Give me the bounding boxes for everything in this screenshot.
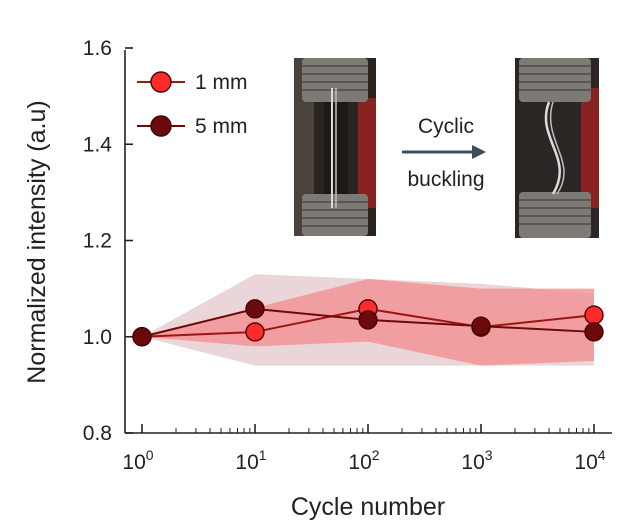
inset-photo-after	[515, 58, 599, 238]
arrow-label-line1: Cyclic	[418, 115, 474, 138]
data-point	[245, 299, 265, 319]
y-axis-label: Normalized intensity (a.u)	[23, 100, 51, 383]
x-tick-label: 102	[348, 447, 379, 474]
y-ticks: 0.8 1.0 1.2 1.4 1.6	[83, 37, 133, 445]
arrow-head-icon	[472, 145, 486, 159]
legend-label: 5 mm	[195, 115, 248, 138]
arrow-label-line2: buckling	[407, 168, 484, 191]
x-ticks: 100 101 102 103 104	[122, 424, 606, 474]
legend-marker	[150, 71, 172, 93]
inset-photo-before	[294, 58, 376, 236]
legend: 1 mm 5 mm	[137, 71, 248, 138]
data-point	[471, 316, 491, 336]
x-tick-label: 100	[122, 447, 153, 474]
y-tick-label: 1.4	[83, 133, 113, 156]
legend-marker	[150, 115, 172, 137]
y-tick-label: 1.0	[83, 326, 112, 349]
x-axis-label: Cycle number	[291, 493, 445, 521]
data-point	[358, 310, 378, 330]
x-tick-label: 103	[461, 447, 492, 474]
y-tick-label: 0.8	[83, 422, 112, 445]
data-point	[584, 305, 604, 325]
series-points	[132, 299, 604, 347]
x-tick-label: 104	[574, 447, 605, 474]
cyclic-buckling-annotation: Cyclic buckling	[402, 115, 486, 191]
data-point	[584, 322, 604, 342]
data-point	[132, 327, 152, 347]
y-tick-label: 1.6	[83, 37, 112, 60]
data-point	[245, 322, 265, 342]
y-tick-label: 1.2	[83, 230, 112, 253]
x-tick-label: 101	[235, 447, 266, 474]
legend-label: 1 mm	[195, 71, 248, 94]
